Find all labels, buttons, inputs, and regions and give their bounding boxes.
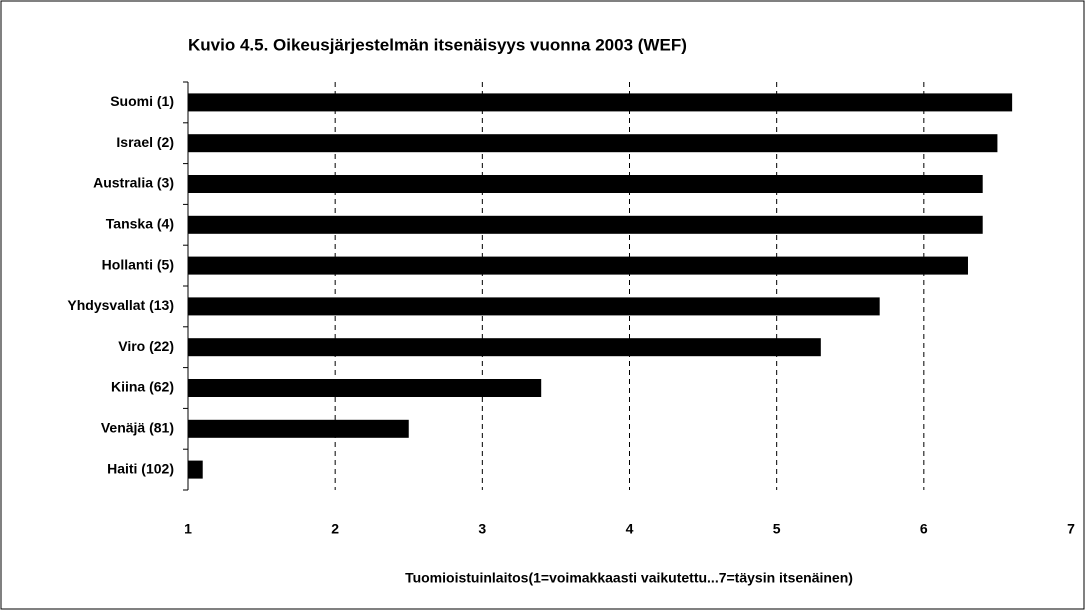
bar <box>188 215 983 234</box>
y-tick-label: Viro (22) <box>118 338 174 354</box>
y-tick-label: Venäjä (81) <box>101 420 174 436</box>
x-tick-label: 3 <box>478 521 486 537</box>
x-axis-label: Tuomioistuinlaitos(1=voimakkaasti vaikut… <box>405 570 853 586</box>
y-tick-label: Haiti (102) <box>107 460 174 476</box>
x-tick-label: 5 <box>773 521 781 537</box>
y-tick-label: Hollanti (5) <box>102 256 174 272</box>
bar <box>188 256 968 275</box>
bar <box>188 134 998 153</box>
chart-title: Kuvio 4.5. Oikeusjärjestelmän itsenäisyy… <box>188 35 687 54</box>
y-tick-label: Israel (2) <box>116 134 174 150</box>
bar <box>188 93 1013 112</box>
x-tick-label: 7 <box>1067 521 1075 537</box>
bar <box>188 419 409 438</box>
y-tick-label: Australia (3) <box>93 175 174 191</box>
y-tick-label: Tanska (4) <box>106 216 174 232</box>
y-tick-label: Yhdysvallat (13) <box>67 297 174 313</box>
x-tick-label: 6 <box>920 521 928 537</box>
bar <box>188 297 880 316</box>
y-tick-label: Suomi (1) <box>110 93 174 109</box>
bar <box>188 175 983 193</box>
bar <box>188 338 821 357</box>
x-tick-label: 2 <box>331 521 339 537</box>
bar <box>188 460 203 479</box>
bar <box>188 379 542 397</box>
x-tick-label: 1 <box>184 521 192 537</box>
x-tick-label: 4 <box>626 521 634 537</box>
y-tick-label: Kiina (62) <box>111 379 174 395</box>
